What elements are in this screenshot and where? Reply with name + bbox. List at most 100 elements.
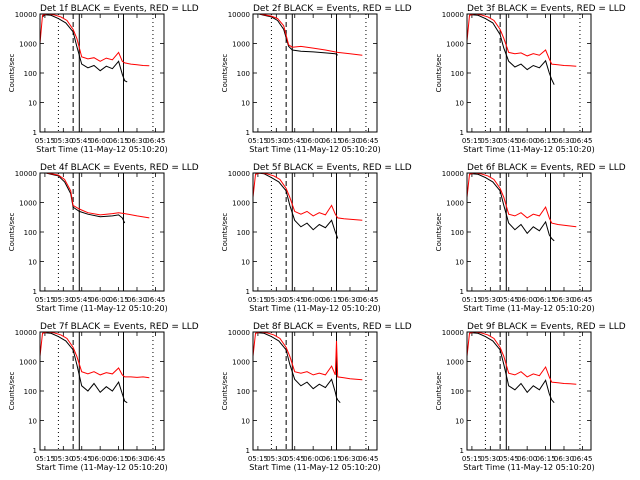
y-tick-label: 1 — [246, 288, 250, 296]
x-tick-label: 06:30 — [554, 455, 574, 463]
plot-frame — [466, 172, 592, 292]
y-tick-label: 10 — [28, 418, 37, 426]
red-lld-series — [42, 173, 150, 219]
black-events-series — [42, 332, 128, 404]
x-axis-label: Start Time (11-May-12 05:10:20) — [463, 145, 594, 154]
y-tick-label: 1 — [460, 447, 464, 455]
x-tick-label: 05:30 — [53, 137, 73, 145]
red-lld-series — [467, 14, 577, 67]
y-axis-label: Counts/sec — [221, 213, 229, 252]
y-tick-label: 10 — [455, 418, 464, 426]
x-tick-label: 06:00 — [90, 137, 110, 145]
y-tick-label: 10000 — [228, 329, 250, 337]
y-axis-label: Counts/sec — [8, 213, 16, 252]
chart-title: Det 7f BLACK = Events, RED = LLD — [40, 322, 199, 332]
y-tick-label: 10000 — [442, 329, 464, 337]
x-tick-label: 06:00 — [90, 455, 110, 463]
x-axis-label: Start Time (11-May-12 05:10:20) — [36, 145, 167, 154]
x-tick-label: 05:30 — [53, 296, 73, 304]
x-tick-label: 05:15 — [248, 455, 268, 463]
x-tick-label: 05:45 — [499, 455, 519, 463]
y-tick-label: 10000 — [15, 170, 37, 178]
x-tick-label: 05:15 — [248, 137, 268, 145]
y-tick-label: 100 — [451, 229, 464, 237]
chart-title: Det 1f BLACK = Events, RED = LLD — [40, 4, 199, 14]
black-events-series — [469, 173, 555, 242]
x-axis-label: Start Time (11-May-12 05:10:20) — [249, 304, 380, 313]
y-tick-label: 100 — [24, 70, 37, 78]
y-tick-label: 100 — [24, 229, 37, 237]
x-tick-label: 06:00 — [517, 455, 537, 463]
chart-panel-9: Det 9f BLACK = Events, RED = LLD 1 10 100 10… — [435, 322, 626, 472]
x-tick-label: 06:30 — [554, 296, 574, 304]
x-tick-label: 06:15 — [108, 137, 128, 145]
x-tick-label: 06:15 — [535, 455, 555, 463]
red-lld-series — [467, 173, 577, 228]
x-tick-label: 05:30 — [480, 296, 500, 304]
x-tick-label: 06:00 — [303, 455, 323, 463]
x-tick-label: 05:15 — [462, 455, 482, 463]
x-tick-label: 06:15 — [321, 137, 341, 145]
black-events-series — [42, 173, 126, 224]
x-tick-label: 06:15 — [108, 296, 128, 304]
black-events-series — [469, 332, 555, 404]
red-lld-series — [40, 332, 150, 379]
chart-panel-1: Det 1f BLACK = Events, RED = LLD 1 10 100 10… — [8, 4, 199, 154]
black-events-series — [469, 14, 555, 85]
y-tick-label: 10 — [241, 259, 250, 267]
x-tick-label: 05:30 — [480, 137, 500, 145]
y-tick-label: 1000 — [19, 200, 37, 208]
y-tick-label: 1 — [33, 447, 37, 455]
plot-frame — [39, 13, 165, 133]
x-tick-label: 06:30 — [340, 137, 360, 145]
x-tick-label: 06:15 — [321, 455, 341, 463]
red-lld-series — [40, 14, 150, 67]
x-tick-label: 05:45 — [499, 137, 519, 145]
y-tick-label: 1000 — [19, 359, 37, 367]
chart-panel-7: Det 7f BLACK = Events, RED = LLD 1 10 100 10… — [8, 322, 199, 472]
black-events-series — [42, 14, 128, 83]
y-tick-label: 100 — [24, 388, 37, 396]
x-tick-label: 05:45 — [285, 296, 305, 304]
plot-frame — [252, 13, 378, 133]
x-tick-label: 06:30 — [554, 137, 574, 145]
x-tick-label: 06:15 — [321, 296, 341, 304]
chart-panel-6: Det 6f BLACK = Events, RED = LLD 1 10 100 10… — [435, 163, 626, 313]
y-tick-label: 1 — [460, 129, 464, 137]
y-tick-label: 10000 — [228, 170, 250, 178]
x-axis-label: Start Time (11-May-12 05:10:20) — [36, 463, 167, 472]
y-axis-label: Counts/sec — [221, 372, 229, 411]
y-tick-label: 1 — [33, 288, 37, 296]
y-tick-label: 1 — [246, 447, 250, 455]
plot-frame — [39, 172, 165, 292]
chart-panel-2: Det 2f BLACK = Events, RED = LLD 1 10 100 10… — [221, 4, 412, 154]
plot-frame — [252, 172, 378, 292]
x-tick-label: 05:30 — [266, 296, 286, 304]
x-tick-label: 06:30 — [127, 137, 147, 145]
x-tick-label: 06:15 — [535, 137, 555, 145]
y-tick-label: 10 — [455, 259, 464, 267]
y-tick-label: 1000 — [232, 200, 250, 208]
y-tick-label: 100 — [237, 388, 250, 396]
y-tick-label: 10000 — [15, 329, 37, 337]
x-tick-label: 06:45 — [358, 296, 378, 304]
x-tick-label: 06:00 — [303, 296, 323, 304]
plot-frame — [466, 331, 592, 451]
y-axis-label: Counts/sec — [8, 54, 16, 93]
y-tick-label: 10000 — [228, 11, 250, 19]
x-tick-label: 06:30 — [127, 455, 147, 463]
x-tick-label: 05:45 — [285, 455, 305, 463]
y-tick-label: 10 — [241, 418, 250, 426]
y-tick-label: 10 — [28, 259, 37, 267]
x-tick-label: 05:15 — [462, 137, 482, 145]
y-tick-label: 10 — [455, 100, 464, 108]
x-tick-label: 05:30 — [480, 455, 500, 463]
x-tick-label: 06:30 — [127, 296, 147, 304]
red-lld-series — [255, 14, 363, 56]
y-tick-label: 10000 — [442, 11, 464, 19]
chart-panel-8: Det 8f BLACK = Events, RED = LLD 1 10 100 10… — [221, 322, 412, 472]
y-axis-label: Counts/sec — [435, 54, 443, 93]
x-tick-label: 06:45 — [145, 137, 165, 145]
chart-title: Det 4f BLACK = Events, RED = LLD — [40, 163, 199, 173]
